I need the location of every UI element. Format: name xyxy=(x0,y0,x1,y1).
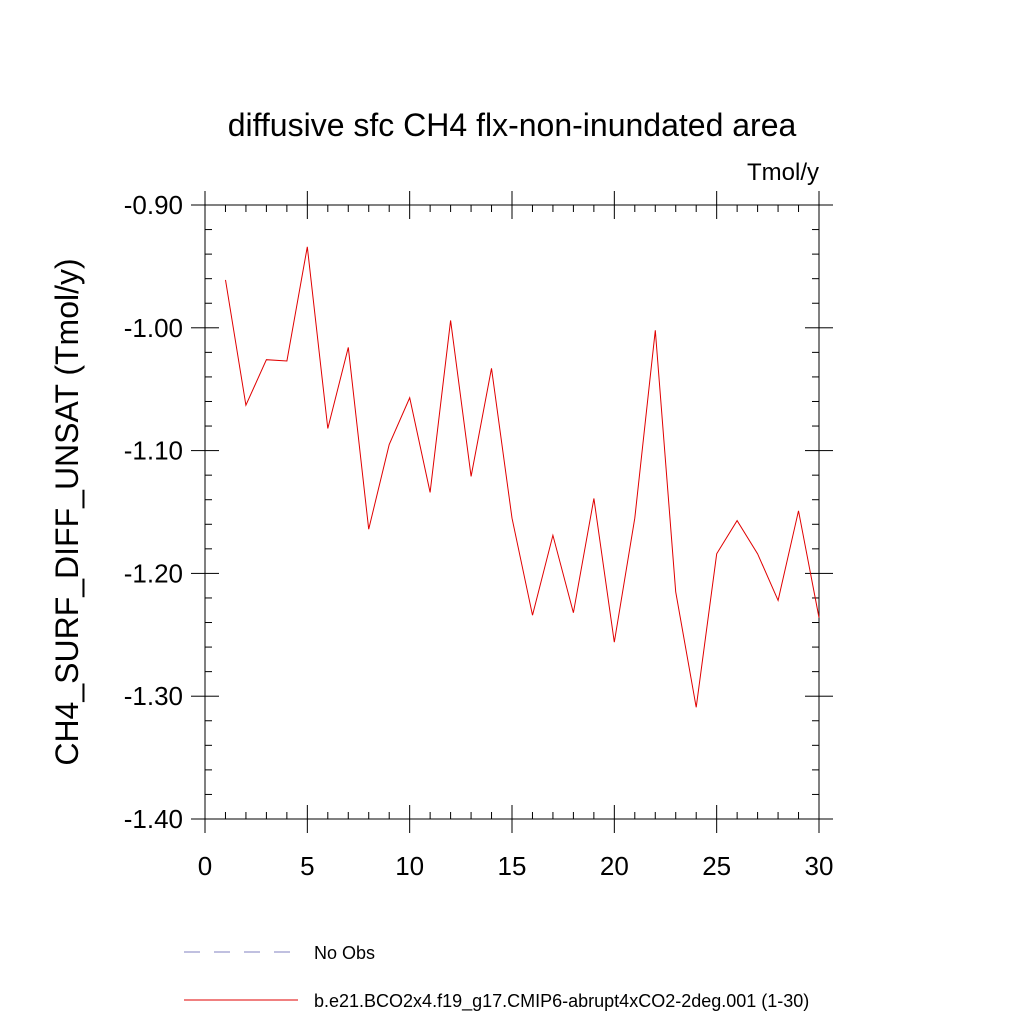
y-tick-label: -1.10 xyxy=(124,436,183,466)
x-tick-label: 25 xyxy=(702,851,731,881)
y-tick-label: -1.20 xyxy=(124,558,183,588)
x-tick-label: 15 xyxy=(498,851,527,881)
ticks-layer xyxy=(191,191,833,833)
chart-title: diffusive sfc CH4 flx-non-inundated area xyxy=(228,107,797,143)
x-tick-label: 0 xyxy=(198,851,212,881)
legend-label: No Obs xyxy=(314,943,375,963)
y-tick-label: -1.30 xyxy=(124,681,183,711)
y-tick-label: -1.00 xyxy=(124,313,183,343)
tick-labels-layer: 0 5 10 15 20 25 30 -0.90 -1.00 -1.10 -1.20 -1.30 -1.… xyxy=(124,190,834,881)
y-axis-label: CH4_SURF_DIFF_UNSAT (Tmol/y) xyxy=(49,258,85,765)
x-tick-label: 5 xyxy=(300,851,314,881)
y-tick-label: -0.90 xyxy=(124,190,183,220)
x-tick-label: 20 xyxy=(600,851,629,881)
plot-frame xyxy=(204,204,820,820)
x-tick-label: 10 xyxy=(395,851,424,881)
x-tick-label: 30 xyxy=(805,851,834,881)
legend-label: b.e21.BCO2x4.f19_g17.CMIP6-abrupt4xCO2-2… xyxy=(314,991,809,1012)
series-layer xyxy=(225,246,820,708)
legend: No Obs b.e21.BCO2x4.f19_g17.CMIP6-abrupt4… xyxy=(184,943,809,1012)
units-label: Tmol/y xyxy=(747,159,819,186)
y-tick-label: -1.40 xyxy=(124,804,183,834)
series-line xyxy=(225,246,820,708)
